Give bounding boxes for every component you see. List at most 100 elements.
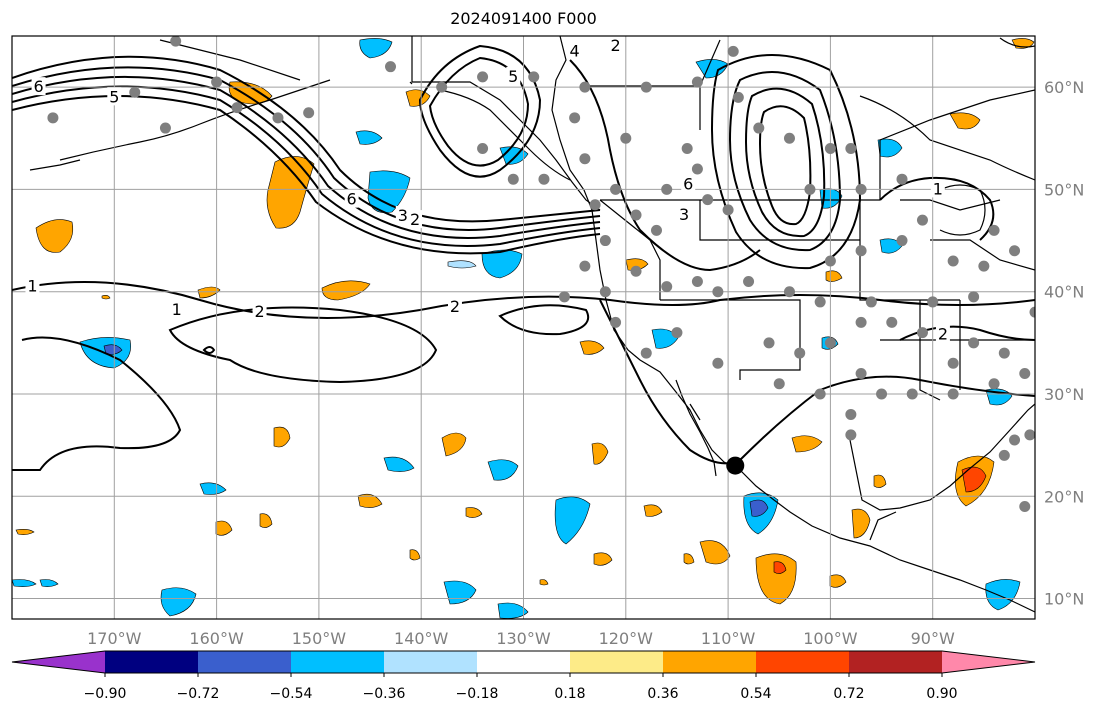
station-dot	[620, 132, 632, 144]
station-dot	[988, 224, 1000, 236]
station-dot	[538, 173, 550, 185]
lat-tick-label: 10°N	[1044, 590, 1084, 609]
station-dot	[640, 347, 652, 359]
station-dot	[385, 61, 397, 73]
station-dot	[824, 143, 836, 155]
station-dot	[589, 199, 601, 211]
map-frame	[11, 35, 1036, 620]
contour-label: 3	[679, 205, 689, 224]
colorbar-tick-label: 0.72	[833, 686, 864, 702]
station-dot	[170, 36, 182, 47]
contour-label-bg	[107, 87, 122, 106]
contour-label-bg	[935, 324, 950, 343]
colorbar-segment	[942, 651, 1035, 673]
station-dot	[712, 286, 724, 298]
contour-label: 2	[610, 36, 620, 55]
station-dot	[722, 204, 734, 216]
lat-tick-label: 60°N	[1044, 78, 1084, 97]
contour-label: 5	[109, 87, 119, 106]
station-dot	[947, 388, 959, 400]
station-dot	[916, 327, 928, 339]
station-markers	[47, 36, 1035, 512]
station-dot	[211, 76, 223, 88]
station-dot	[794, 347, 806, 359]
station-dot	[579, 81, 591, 93]
station-dot	[507, 173, 519, 185]
station-dot	[579, 260, 591, 272]
contour-label: 4	[570, 41, 580, 60]
colorbar-segment	[198, 651, 291, 673]
map-title: 2024091400 F000	[450, 9, 597, 28]
colorbar-segment	[756, 651, 849, 673]
colorbar-segment	[12, 651, 105, 673]
station-dot	[630, 209, 642, 221]
station-dot	[855, 368, 867, 380]
station-dot	[558, 291, 570, 303]
contour-label: 2	[410, 210, 420, 229]
station-dot	[661, 281, 673, 293]
contour-lines	[12, 44, 1035, 471]
station-dot	[978, 260, 990, 272]
contour-label-bg	[506, 66, 521, 85]
station-dot	[129, 86, 141, 98]
longitude-tick-labels: 170°W 160°W 150°W 140°W 130°W 120°W 110°W 100°W…	[87, 629, 955, 648]
station-dot	[727, 45, 739, 57]
colorbar-tick-label: −0.18	[456, 686, 499, 702]
contour-label-bg	[608, 36, 623, 55]
colorbar-tick-label: 0.54	[740, 686, 771, 702]
station-dot	[702, 194, 714, 206]
contour-label: 1	[27, 277, 37, 296]
station-dot	[650, 224, 662, 236]
contour-label-bg	[169, 300, 184, 319]
station-dot	[814, 388, 826, 400]
contour-label-bg	[681, 174, 696, 193]
contour-label-bg	[25, 276, 40, 295]
station-dot	[599, 286, 611, 298]
station-dot	[732, 91, 744, 103]
station-dot	[303, 107, 315, 119]
station-dot	[1029, 306, 1035, 318]
station-dot	[855, 316, 867, 328]
station-dot	[691, 76, 703, 88]
colorbar-tick-label: 0.90	[926, 686, 957, 702]
station-dot	[1009, 245, 1021, 257]
station-dot	[681, 143, 693, 155]
colorbar-segment	[384, 651, 477, 673]
station-dot	[661, 183, 673, 195]
station-dot	[477, 143, 489, 155]
station-dot	[1009, 434, 1021, 446]
station-dot	[804, 183, 816, 195]
lat-tick-label: 20°N	[1044, 487, 1084, 506]
lon-tick-label: 90°W	[911, 629, 955, 648]
lon-tick-label: 110°W	[701, 629, 756, 648]
contour-label: 2	[254, 302, 264, 321]
station-dot	[599, 235, 611, 247]
station-dot	[630, 265, 642, 277]
contour-label-bg	[252, 302, 267, 321]
contour-label-bg	[408, 210, 423, 229]
station-dot	[610, 183, 622, 195]
lon-tick-label: 100°W	[803, 629, 858, 648]
station-dot	[998, 449, 1010, 461]
lat-tick-label: 50°N	[1044, 180, 1084, 199]
contour-label: 2	[938, 325, 948, 344]
colorbar-tick-label: −0.54	[270, 686, 313, 702]
contour-label-bg	[567, 41, 582, 60]
colorbar-tick-labels: −0.90 −0.72 −0.54 −0.36 −0.18 0.18 0.36 0.54 0.7…	[84, 673, 958, 702]
contour-label-bg	[447, 297, 462, 316]
station-dot	[855, 183, 867, 195]
station-dot	[436, 81, 448, 93]
colorbar-segment	[663, 651, 756, 673]
contour-label-bg	[31, 77, 46, 96]
station-dot	[773, 378, 785, 390]
lon-tick-label: 160°W	[189, 629, 244, 648]
station-dot	[876, 388, 888, 400]
station-dot	[1019, 500, 1031, 512]
station-dot	[845, 408, 857, 420]
station-dot	[947, 357, 959, 369]
colorbar-segment	[477, 651, 570, 673]
station-dot	[159, 122, 171, 134]
contour-label: 6	[347, 190, 357, 209]
